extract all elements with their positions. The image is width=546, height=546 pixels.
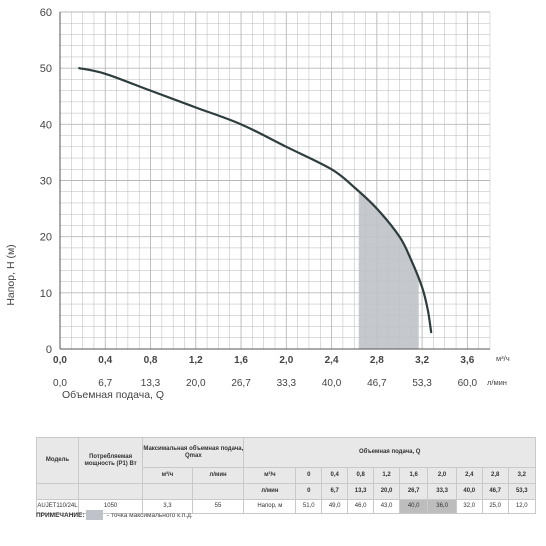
head-value: 12,0 [507, 499, 537, 514]
x-axis-unit-m3h: м³/ч [496, 354, 510, 363]
x-tick-label: 0,4 [98, 355, 112, 366]
y-tick-label: 60 [40, 7, 52, 19]
x-tick-labels-lmin: 0,0 6,7 13,3 20,0 26,7 33,3 40,0 46,7 53,3 60,0 [53, 378, 477, 389]
header-model: Модель [36, 437, 79, 484]
x-tick-label: 2,8 [370, 355, 384, 366]
y-tick-labels: 0 10 20 30 40 50 60 [40, 7, 52, 356]
pump-curve-chart: 0 10 20 30 40 50 60 0,0 0,4 0,8 1,2 1,6 2,0 2,4 2,8 3,… [5, 7, 510, 401]
header-blank [191, 483, 245, 500]
flow-lmin-value: 26,7 [398, 483, 429, 500]
header-unit-m3h: м³/ч [142, 467, 193, 484]
x-tick-label: 2,0 [279, 355, 293, 366]
flow-lmin-value: 13,3 [347, 483, 375, 500]
row-qmax-m3h: 3,3 [142, 499, 193, 514]
note-text: - точка максимального к.п.д. [107, 512, 193, 519]
flow-m3h-value: 0 [295, 467, 323, 484]
max-efficiency-region [358, 191, 419, 349]
flow-m3h-value: 2,4 [455, 467, 483, 484]
flow-m3h-value: 0,8 [347, 467, 375, 484]
note-swatch [86, 510, 103, 520]
flow-lmin-value: 33,3 [427, 483, 457, 500]
note: ПРИМЕЧАНИЕ: - точка максимального к.п.д. [36, 510, 456, 522]
row-head-label: Напор, м [243, 499, 297, 514]
x-tick-label: 0,8 [144, 355, 158, 366]
head-value: 25,0 [481, 499, 509, 514]
header-blank [77, 483, 144, 500]
flow-m3h-value: 2,8 [481, 467, 509, 484]
x2-tick-label: 0,0 [53, 378, 67, 389]
flow-m3h-value: 2,0 [427, 467, 457, 484]
flow-lmin-value: 40,0 [455, 483, 483, 500]
header-blank [142, 483, 193, 500]
y-axis-label: Напор, H (м) [5, 244, 17, 305]
header-unit-lmin: л/мин [191, 467, 245, 484]
flow-lmin-value: 0 [295, 483, 323, 500]
x-tick-labels-m3h: 0,0 0,4 0,8 1,2 1,6 2,0 2,4 2,8 3,2 3,6 [53, 355, 475, 366]
table-row: AUJET110/24L 1050 3,3 55 Напор, м 51,0 4… [36, 499, 537, 514]
flow-lmin-value: 46,7 [481, 483, 509, 500]
header-blank [36, 483, 79, 500]
y-tick-label: 50 [40, 63, 52, 75]
header-flow-unit-lmin: л/мин [243, 483, 297, 500]
x-tick-label: 1,2 [189, 355, 203, 366]
head-value-max-efficiency: 36,0 [427, 499, 457, 514]
x2-tick-label: 46,7 [367, 378, 387, 389]
x-axis-unit-lmin: л/мин [487, 378, 507, 387]
flow-m3h-value: 3,2 [507, 467, 537, 484]
chart-axes [59, 12, 490, 350]
x-tick-label: 3,6 [460, 355, 474, 366]
head-flow-curve [78, 67, 433, 334]
y-tick-label: 20 [40, 232, 52, 244]
flow-m3h-value: 0,4 [321, 467, 349, 484]
x2-tick-label: 40,0 [322, 378, 342, 389]
y-tick-label: 40 [40, 119, 52, 131]
y-tick-label: 30 [40, 176, 52, 188]
x2-tick-label: 53,3 [412, 378, 432, 389]
flow-lmin-value: 20,0 [373, 483, 400, 500]
note-label: ПРИМЕЧАНИЕ: [36, 512, 85, 519]
x2-tick-label: 33,3 [277, 378, 297, 389]
y-tick-label: 0 [46, 344, 52, 356]
x2-tick-label: 6,7 [98, 378, 112, 389]
row-model: AUJET110/24L [36, 499, 79, 514]
flow-m3h-value: 1,2 [373, 467, 400, 484]
x2-tick-label: 60,0 [458, 378, 478, 389]
flow-lmin-value: 53,3 [507, 483, 537, 500]
x2-tick-label: 20,0 [186, 378, 206, 389]
header-flow-unit-m3h: м³/ч [243, 467, 297, 484]
flow-m3h-value: 1,6 [398, 467, 429, 484]
spec-table: Модель Потребляемая мощность (P1) Вт Мак… [36, 437, 537, 514]
x-tick-label: 2,4 [325, 355, 339, 366]
x-tick-label: 0,0 [53, 355, 67, 366]
x-tick-label: 1,6 [234, 355, 248, 366]
x2-tick-label: 26,7 [231, 378, 251, 389]
flow-lmin-value: 6,7 [321, 483, 349, 500]
head-value-max-efficiency: 40,0 [398, 499, 429, 514]
head-value: 51,0 [295, 499, 323, 514]
header-qmax: Максимальная объемная подача, Qmax [142, 437, 245, 468]
header-power: Потребляемая мощность (P1) Вт [77, 437, 144, 484]
head-value: 32,0 [455, 499, 483, 514]
x2-tick-label: 13,3 [141, 378, 161, 389]
x-tick-label: 3,2 [415, 355, 429, 366]
x-axis-label: Объемная подача, Q [62, 389, 164, 401]
header-flow: Объемная подача, Q [243, 437, 536, 468]
y-tick-label: 10 [40, 288, 52, 300]
